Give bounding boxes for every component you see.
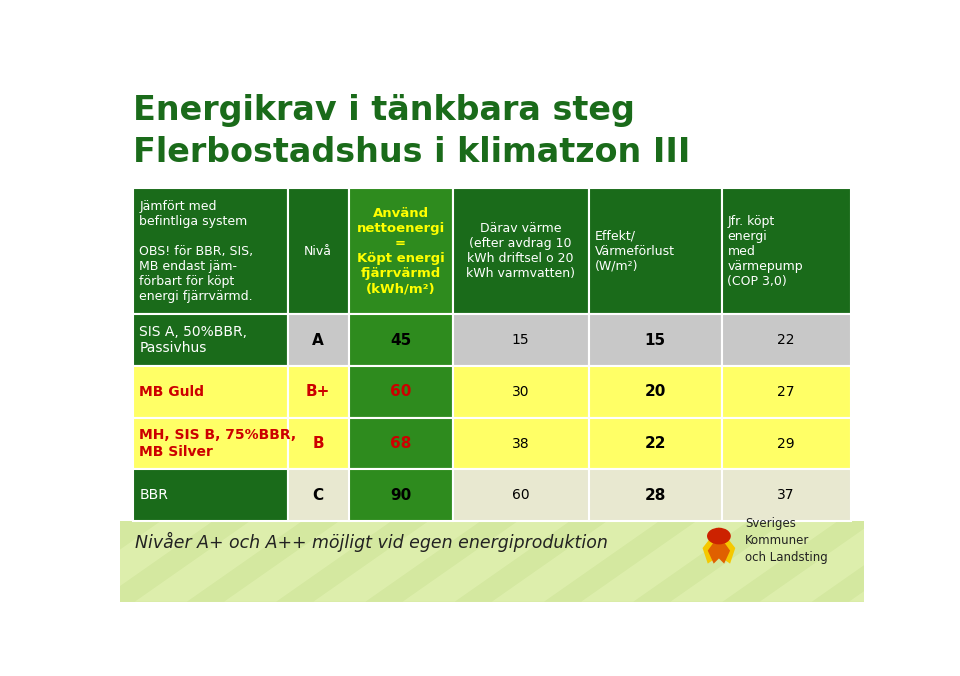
Bar — [348, 314, 452, 366]
Text: 30: 30 — [512, 385, 529, 399]
Bar — [588, 188, 722, 314]
Text: B: B — [312, 436, 324, 451]
Bar — [120, 521, 864, 602]
Text: 22: 22 — [778, 333, 795, 347]
Text: 29: 29 — [778, 437, 795, 450]
Polygon shape — [224, 521, 392, 602]
Polygon shape — [403, 521, 570, 602]
Bar — [348, 366, 452, 418]
Text: 28: 28 — [644, 487, 666, 503]
Text: SIS A, 50%BBR,
Passivhus: SIS A, 50%BBR, Passivhus — [139, 325, 248, 356]
Polygon shape — [703, 527, 735, 564]
Text: C: C — [313, 487, 324, 503]
Bar — [588, 366, 722, 418]
Text: B+: B+ — [306, 385, 330, 400]
Bar — [452, 418, 588, 469]
Polygon shape — [708, 535, 731, 564]
Bar — [288, 418, 348, 469]
Text: MH, SIS B, 75%BBR,
MB Silver: MH, SIS B, 75%BBR, MB Silver — [139, 429, 297, 458]
Bar — [133, 418, 288, 469]
Polygon shape — [670, 521, 838, 602]
Text: 60: 60 — [512, 488, 530, 502]
Bar — [722, 314, 851, 366]
Text: 27: 27 — [778, 385, 795, 399]
Bar — [288, 469, 348, 521]
Bar — [288, 188, 348, 314]
Polygon shape — [45, 521, 213, 602]
Bar — [133, 314, 288, 366]
Text: Nivå: Nivå — [304, 245, 332, 258]
Bar — [348, 469, 452, 521]
Polygon shape — [581, 521, 749, 602]
Text: 45: 45 — [390, 333, 411, 347]
Polygon shape — [134, 521, 302, 602]
Polygon shape — [850, 521, 960, 602]
Bar — [722, 469, 851, 521]
Text: A: A — [312, 333, 324, 347]
Text: Jämfört med
befintliga system

OBS! för BBR, SIS,
MB endast jäm-
förbart för köp: Jämfört med befintliga system OBS! för B… — [139, 199, 253, 303]
Text: 60: 60 — [390, 385, 411, 400]
Bar — [452, 469, 588, 521]
Text: Effekt/
Värmeförlust
(W/m²): Effekt/ Värmeförlust (W/m²) — [595, 230, 675, 272]
Bar — [722, 188, 851, 314]
Polygon shape — [313, 521, 481, 602]
Polygon shape — [492, 521, 660, 602]
Text: 15: 15 — [644, 333, 665, 347]
Bar — [452, 188, 588, 314]
Text: Energikrav i tänkbara steg: Energikrav i tänkbara steg — [133, 94, 636, 127]
Text: Därav värme
(efter avdrag 10
kWh driftsel o 20
kWh varmvatten): Därav värme (efter avdrag 10 kWh driftse… — [467, 222, 575, 280]
Text: BBR: BBR — [139, 488, 168, 502]
Text: MB Guld: MB Guld — [139, 385, 204, 399]
Circle shape — [707, 528, 731, 544]
Bar — [452, 366, 588, 418]
Bar — [588, 418, 722, 469]
Bar — [348, 418, 452, 469]
Text: 90: 90 — [390, 487, 411, 503]
Bar — [133, 469, 288, 521]
Text: 20: 20 — [644, 385, 666, 400]
Text: 15: 15 — [512, 333, 530, 347]
Text: Nivåer A+ och A++ möjligt vid egen energiproduktion: Nivåer A+ och A++ möjligt vid egen energ… — [134, 532, 608, 552]
Bar — [588, 314, 722, 366]
Text: Använd
nettoenergi
=
Köpt energi
fjärrvärmd
(kWh/m²): Använd nettoenergi = Köpt energi fjärrvä… — [356, 207, 444, 295]
Bar — [288, 366, 348, 418]
Bar — [452, 314, 588, 366]
Polygon shape — [938, 521, 960, 602]
Text: Flerbostadshus i klimatzon III: Flerbostadshus i klimatzon III — [133, 136, 691, 169]
Text: Jfr. köpt
energi
med
värmepump
(COP 3,0): Jfr. köpt energi med värmepump (COP 3,0) — [728, 214, 804, 287]
Bar — [722, 418, 851, 469]
Polygon shape — [760, 521, 927, 602]
Text: 38: 38 — [512, 437, 530, 450]
Text: 22: 22 — [644, 436, 666, 451]
Text: 37: 37 — [778, 488, 795, 502]
Bar — [348, 188, 452, 314]
Text: Sveriges
Kommuner
och Landsting: Sveriges Kommuner och Landsting — [745, 516, 828, 564]
Bar — [133, 188, 288, 314]
Bar — [588, 469, 722, 521]
Text: 68: 68 — [390, 436, 411, 451]
Bar — [133, 366, 288, 418]
Bar — [722, 366, 851, 418]
Bar — [288, 314, 348, 366]
